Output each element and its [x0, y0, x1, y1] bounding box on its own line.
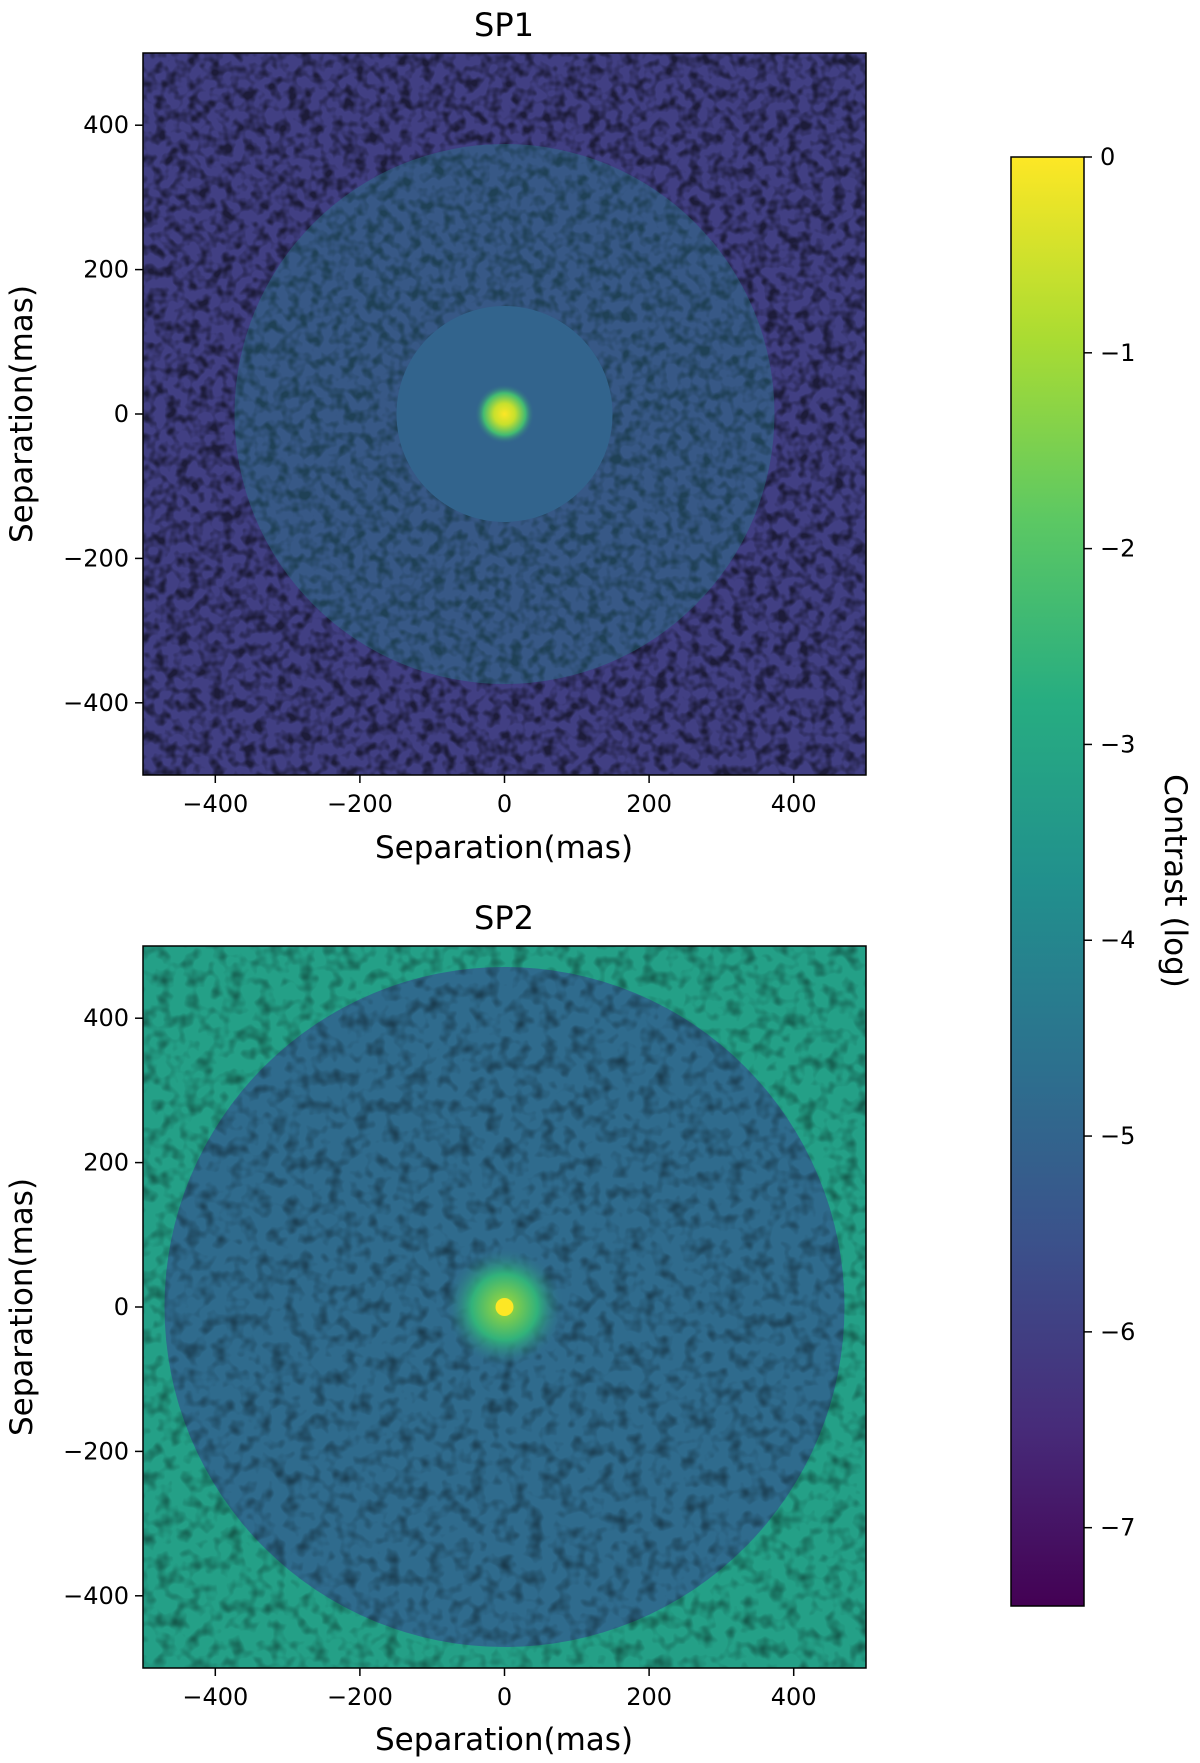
sp1-x-tick-label: 0: [497, 790, 512, 818]
sp1-x-tick-label: −400: [182, 790, 248, 818]
sp1-x-tick-label: 400: [771, 790, 817, 818]
colorbar-gradient: [1010, 156, 1085, 1607]
colorbar-tick-label: −3: [1100, 730, 1135, 758]
sp1-x-tick-label: −200: [327, 790, 393, 818]
sp1-x-axis-label: Separation(mas): [375, 830, 633, 866]
sp1-y-axis-label: Separation(mas): [4, 285, 40, 543]
sp2-y-tick-label: 0: [114, 1293, 129, 1321]
sp2-heatmap-image: [143, 946, 866, 1668]
sp2-x-tick-label: 0: [497, 1683, 512, 1711]
sp1-heatmap-image: [143, 53, 866, 775]
sp2-y-tick-label: 200: [83, 1149, 129, 1177]
colorbar-tick-label: −7: [1100, 1514, 1135, 1542]
sp1-y-tick-label: −400: [63, 689, 129, 717]
colorbar-tick-label: −5: [1100, 1122, 1135, 1150]
sp2-x-axis-label: Separation(mas): [375, 1722, 633, 1758]
sp2-x-axis: −400 −200 0 200 400: [182, 1668, 817, 1711]
sp2-y-axis: 400 200 0 −200 −400: [63, 1004, 143, 1610]
sp1-y-axis: 400 200 0 −200 −400: [63, 111, 143, 717]
colorbar-ticks: 0 −1 −2 −3 −4 −5 −6 −7: [1084, 143, 1135, 1542]
sp2-x-tick-label: 200: [626, 1683, 672, 1711]
sp1-y-tick-label: −200: [63, 544, 129, 572]
sp2-y-tick-label: −400: [63, 1582, 129, 1610]
sp1-y-tick-label: 400: [83, 111, 129, 139]
sp1-panel: SP1 −400 −200 0 200 400 400 200 0 −200 −400 Sepa…: [4, 6, 867, 866]
colorbar-label: Contrast (log): [1157, 774, 1193, 988]
sp2-y-tick-label: −200: [63, 1437, 129, 1465]
sp2-y-axis-label: Separation(mas): [4, 1178, 40, 1436]
sp1-x-tick-label: 200: [626, 790, 672, 818]
sp1-title: SP1: [474, 6, 534, 44]
sp2-x-tick-label: −400: [182, 1683, 248, 1711]
sp1-y-tick-label: 0: [114, 400, 129, 428]
sp1-x-axis: −400 −200 0 200 400: [182, 775, 817, 818]
sp1-y-tick-label: 200: [83, 256, 129, 284]
sp2-panel: SP2 −400 −200 0 200 400 400 200 0 −200 −400 Sepa…: [4, 899, 867, 1758]
sp2-y-tick-label: 400: [83, 1004, 129, 1032]
colorbar-tick-label: −6: [1100, 1318, 1135, 1346]
colorbar-tick-label: −4: [1100, 926, 1135, 954]
sp2-x-tick-label: 400: [771, 1683, 817, 1711]
sp2-title: SP2: [474, 899, 534, 937]
colorbar-tick-label: −1: [1100, 339, 1135, 367]
colorbar: 0 −1 −2 −3 −4 −5 −6 −7 Contrast (log): [1010, 143, 1193, 1607]
colorbar-tick-label: −2: [1100, 535, 1135, 563]
sp2-x-tick-label: −200: [327, 1683, 393, 1711]
colorbar-tick-label: 0: [1100, 143, 1115, 171]
